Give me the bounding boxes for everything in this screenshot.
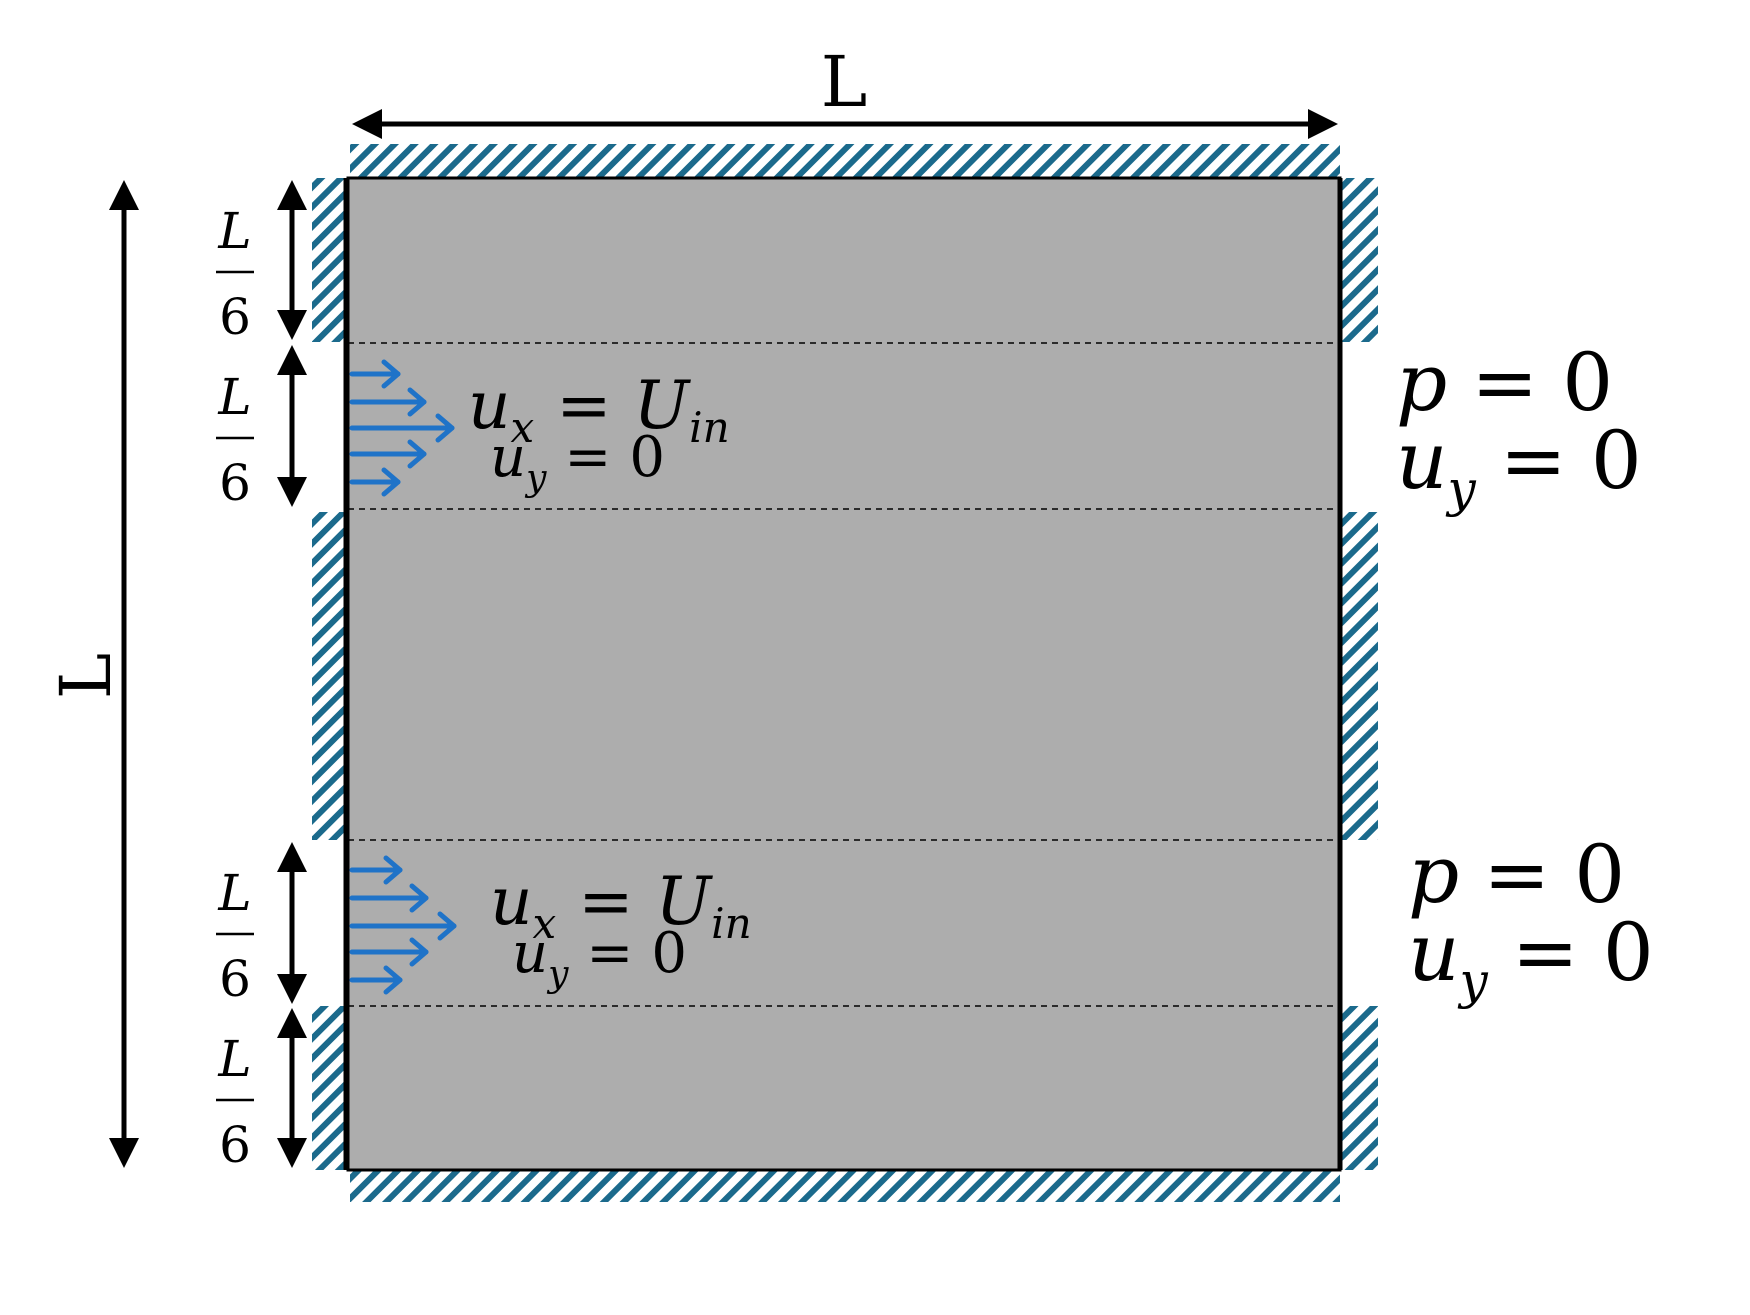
upper-outlet-p-condition: p = 0: [1396, 336, 1613, 429]
right-wall-middle-icon: [1342, 512, 1378, 840]
value: 0: [629, 425, 665, 490]
value: 0: [1603, 906, 1654, 999]
right-wall-top-icon: [1342, 178, 1378, 342]
equals: =: [1512, 906, 1579, 999]
lower-inlet-ux-condition: ux = Uin: [490, 863, 752, 948]
top-wall-icon: [350, 144, 1340, 178]
lower-outlet-uy-condition: uy = 0: [1408, 906, 1654, 1010]
equals: =: [1483, 828, 1550, 921]
fraction-denominator: 6: [219, 950, 251, 1008]
fraction-denominator: 6: [219, 288, 251, 346]
symbol: u: [490, 425, 526, 490]
fraction-numerator: L: [217, 864, 251, 922]
equals: =: [556, 367, 611, 444]
inflow-arrow-icon: [349, 937, 429, 967]
equals: =: [564, 425, 611, 490]
equals: =: [1471, 336, 1538, 429]
width-label: L: [821, 41, 867, 123]
value: U: [634, 367, 692, 444]
fraction-denominator: 6: [219, 1116, 251, 1174]
inflow-arrow-icon: [349, 439, 427, 469]
subscript: x: [511, 403, 535, 452]
fraction-numerator: L: [217, 202, 251, 260]
subscript: y: [1446, 460, 1477, 518]
subscript: y: [1458, 952, 1489, 1010]
inflow-arrow-icon: [349, 855, 403, 885]
fluid-domain: [346, 176, 1342, 1172]
inflow-arrow-icon: [349, 911, 457, 941]
fraction-denominator: 6: [219, 454, 251, 512]
left-wall-top-icon: [312, 178, 348, 342]
segment-fraction: L 6: [216, 864, 254, 1008]
value: 0: [1591, 414, 1642, 507]
upper-outlet-uy-condition: uy = 0: [1396, 414, 1642, 518]
subscript: x: [533, 899, 557, 948]
segment-fraction: L 6: [216, 202, 254, 346]
subscript: y: [524, 458, 547, 499]
inflow-arrow-icon: [349, 359, 401, 389]
lower-inflow-arrows: [349, 855, 457, 995]
upper-inlet-ux-condition: ux = Uin: [468, 367, 730, 452]
value-subscript: in: [689, 403, 729, 452]
left-wall-bottom-icon: [312, 1006, 348, 1170]
symbol: u: [490, 863, 533, 940]
equals: =: [586, 921, 633, 986]
lower-inlet-uy-condition: uy = 0: [512, 921, 687, 995]
symbol: u: [512, 921, 548, 986]
value: 0: [1562, 336, 1613, 429]
lower-outlet-p-condition: p = 0: [1408, 828, 1625, 921]
segment-fraction: L 6: [216, 368, 254, 512]
symbol: u: [1408, 906, 1460, 999]
value: U: [656, 863, 714, 940]
bottom-wall-icon: [350, 1168, 1340, 1202]
equals: =: [578, 863, 633, 940]
symbol: u: [468, 367, 511, 444]
inflow-arrow-icon: [349, 413, 455, 443]
upper-inflow-arrows: [349, 359, 455, 497]
symbol: u: [1396, 414, 1448, 507]
subscript: y: [546, 954, 569, 995]
symbol: p: [1396, 336, 1447, 429]
height-label: L: [45, 653, 127, 699]
value: 0: [1574, 828, 1625, 921]
inflow-arrow-icon: [349, 883, 429, 913]
inflow-arrow-icon: [349, 467, 401, 497]
left-wall-middle-icon: [312, 512, 348, 840]
value: 0: [651, 921, 687, 986]
symbol: p: [1408, 828, 1459, 921]
inflow-arrow-icon: [349, 387, 427, 417]
section-dividers: [348, 342, 1340, 1007]
value-subscript: in: [711, 899, 751, 948]
upper-inlet-uy-condition: uy = 0: [490, 425, 665, 499]
inflow-arrow-icon: [349, 965, 403, 995]
segment-fraction: L 6: [216, 1030, 254, 1174]
equals: =: [1500, 414, 1567, 507]
fraction-numerator: L: [217, 1030, 251, 1088]
fraction-numerator: L: [217, 368, 251, 426]
right-wall-bottom-icon: [1342, 1006, 1378, 1170]
wall-hatching: [312, 144, 1378, 1202]
